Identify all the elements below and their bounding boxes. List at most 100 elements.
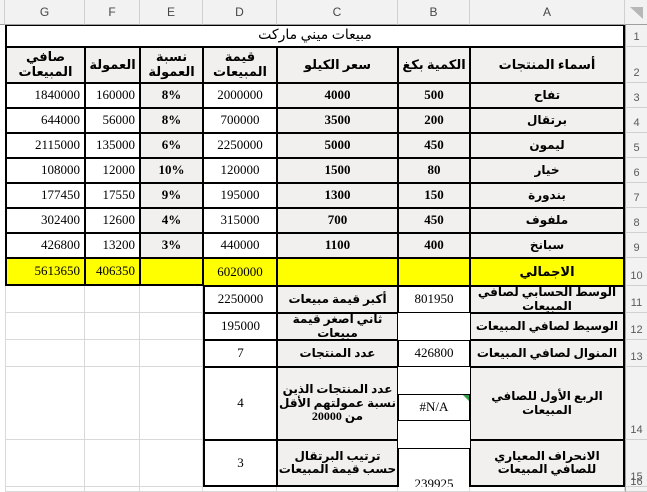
row-header-16[interactable]: 16 [625, 476, 647, 492]
cell-sales[interactable]: 120000 [203, 158, 277, 183]
total-empty-e[interactable] [140, 258, 203, 286]
cell-price[interactable]: 1100 [277, 233, 398, 258]
cell-net[interactable]: 1840000 [5, 83, 85, 108]
header-cell-sales[interactable]: قيمة المبيعات [203, 47, 277, 83]
stat-label-cell[interactable]: الربع الأول للصافي المبيعات [470, 367, 625, 440]
empty-cell[interactable] [140, 440, 203, 487]
cell-product-name[interactable]: ملفوف [470, 208, 625, 233]
cell-commission[interactable]: 13200 [85, 233, 140, 258]
cell-qty[interactable]: 500 [398, 83, 470, 108]
cell-price[interactable]: 1300 [277, 183, 398, 208]
cell-product-name[interactable]: سبانخ [470, 233, 625, 258]
cell-sales[interactable]: 700000 [203, 108, 277, 133]
total-net-cell[interactable]: 5613650 [5, 258, 85, 286]
row-header-13[interactable]: 13 [625, 340, 647, 367]
header-cell-name[interactable]: أسماء المنتجات [470, 47, 625, 83]
column-header-g[interactable]: G [5, 0, 85, 25]
empty-cell[interactable] [5, 440, 85, 487]
cell-product-name[interactable]: برتقال [470, 108, 625, 133]
header-cell-commission[interactable]: العمولة [85, 47, 140, 83]
row-header-1[interactable]: 1 [625, 25, 647, 47]
stat-value-cell[interactable]: 801950 [398, 286, 470, 313]
cell-commission-pct[interactable]: 9% [140, 183, 203, 208]
row-header-4[interactable]: 4 [625, 108, 647, 133]
empty-cell[interactable] [470, 487, 625, 492]
stat-amount-cell[interactable]: 7 [203, 340, 277, 367]
stat-value-cell[interactable]: 426800 [398, 340, 470, 367]
cell-sales[interactable]: 315000 [203, 208, 277, 233]
stat-amount-cell[interactable]: 4 [203, 367, 277, 440]
sheet-title-cell[interactable]: مبيعات ميني ماركت [5, 25, 625, 47]
row-header-15[interactable]: 15 [625, 440, 647, 487]
column-header-d[interactable]: D [203, 0, 277, 25]
cell-net[interactable]: 177450 [5, 183, 85, 208]
stat-desc-cell[interactable]: عدد المنتجات الذين نسبة عمولتهم الأقل من… [277, 367, 398, 440]
row-header-10[interactable]: 10 [625, 258, 647, 286]
row-header-2[interactable]: 2 [625, 47, 647, 83]
cell-sales[interactable]: 440000 [203, 233, 277, 258]
header-cell-qty[interactable]: الكمية بكغ [398, 47, 470, 83]
row-header-11[interactable]: 11 [625, 286, 647, 313]
empty-cell[interactable] [398, 487, 470, 492]
total-empty-c[interactable] [277, 258, 398, 286]
cell-commission[interactable]: 17550 [85, 183, 140, 208]
stat-value-cell[interactable]: #N/A [398, 394, 470, 421]
row-header-12[interactable]: 12 [625, 313, 647, 340]
cell-commission-pct[interactable]: 10% [140, 158, 203, 183]
cell-product-name[interactable]: بندورة [470, 183, 625, 208]
cell-commission-pct[interactable]: 8% [140, 83, 203, 108]
empty-cell[interactable] [277, 487, 398, 492]
cell-product-name[interactable]: ليمون [470, 133, 625, 158]
total-label-cell[interactable]: الاجمالي [470, 258, 625, 286]
column-header-e[interactable]: E [140, 0, 203, 25]
cell-qty[interactable]: 150 [398, 183, 470, 208]
row-header-3[interactable]: 3 [625, 83, 647, 108]
cell-commission[interactable]: 56000 [85, 108, 140, 133]
header-cell-price[interactable]: سعر الكيلو [277, 47, 398, 83]
empty-cell[interactable] [140, 286, 203, 313]
empty-cell[interactable] [85, 286, 140, 313]
cell-price[interactable]: 700 [277, 208, 398, 233]
empty-cell[interactable] [85, 367, 140, 440]
empty-cell[interactable] [85, 440, 140, 487]
cell-price[interactable]: 1500 [277, 158, 398, 183]
column-header-b[interactable]: B [398, 0, 470, 25]
cell-net[interactable]: 426800 [5, 233, 85, 258]
cell-price[interactable]: 4000 [277, 83, 398, 108]
cell-commission[interactable]: 135000 [85, 133, 140, 158]
empty-cell[interactable] [85, 340, 140, 367]
cell-commission[interactable]: 12000 [85, 158, 140, 183]
stat-value-cell[interactable]: 239925 [398, 448, 470, 492]
row-header-14[interactable]: 14 [625, 367, 647, 440]
total-empty-b[interactable] [398, 258, 470, 286]
cell-net[interactable]: 644000 [5, 108, 85, 133]
empty-cell[interactable] [5, 340, 85, 367]
cell-commission[interactable]: 160000 [85, 83, 140, 108]
column-header-a[interactable]: A [470, 0, 625, 25]
cell-qty[interactable]: 80 [398, 158, 470, 183]
empty-cell[interactable] [140, 313, 203, 340]
row-header-8[interactable]: 8 [625, 208, 647, 233]
stat-amount-cell[interactable]: 3 [203, 440, 277, 487]
cell-commission-pct[interactable]: 6% [140, 133, 203, 158]
header-cell-pct[interactable]: نسبة العمولة [140, 47, 203, 83]
stat-amount-cell[interactable]: 2250000 [203, 286, 277, 313]
empty-cell[interactable] [85, 313, 140, 340]
stat-desc-cell[interactable]: أكبر قيمة مبيعات [277, 286, 398, 313]
empty-cell[interactable] [5, 367, 85, 440]
row-header-6[interactable]: 6 [625, 158, 647, 183]
cell-sales[interactable]: 2000000 [203, 83, 277, 108]
cell-product-name[interactable]: خيار [470, 158, 625, 183]
empty-cell[interactable] [203, 487, 277, 492]
select-all-corner[interactable] [625, 0, 647, 25]
cell-sales[interactable]: 2250000 [203, 133, 277, 158]
stat-label-cell[interactable]: الانحراف المعياري للصافي المبيعات [470, 440, 625, 487]
stat-label-cell[interactable]: المنوال لصافي المبيعات [470, 340, 625, 367]
row-header-7[interactable]: 7 [625, 183, 647, 208]
row-header-9[interactable]: 9 [625, 233, 647, 258]
cell-net[interactable]: 302400 [5, 208, 85, 233]
empty-cell[interactable] [140, 487, 203, 492]
empty-cell[interactable] [5, 313, 85, 340]
cell-price[interactable]: 5000 [277, 133, 398, 158]
column-header-f[interactable]: F [85, 0, 140, 25]
